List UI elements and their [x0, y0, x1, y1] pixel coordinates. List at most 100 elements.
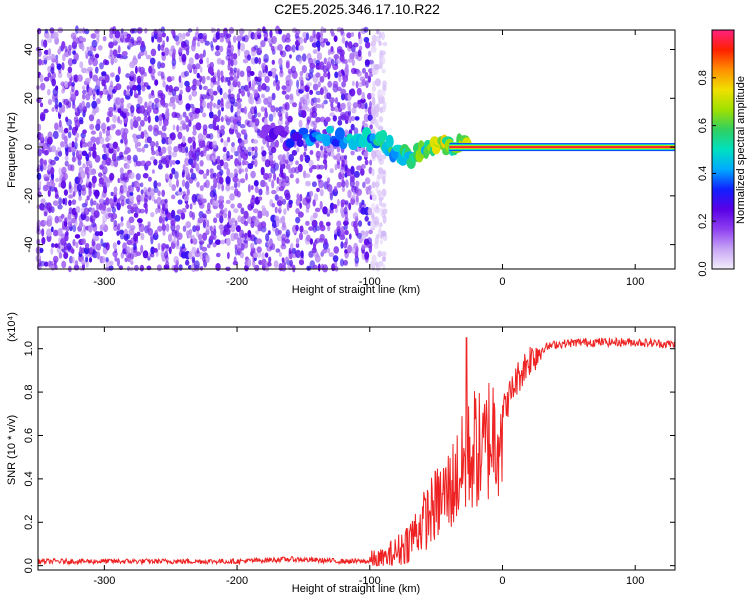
spectrogram-noise-cell: [87, 87, 94, 96]
spectrogram-noise-cell: [356, 188, 362, 196]
spectrogram-noise-cell: [330, 46, 334, 52]
spectrogram-signal-blob: [378, 130, 388, 142]
spectrogram-noise-cell: [133, 90, 137, 96]
spectrogram-noise-cell: [182, 32, 186, 40]
spectrogram-noise-cell: [212, 172, 217, 178]
spectrogram-noise-cell: [199, 75, 203, 83]
spectrogram-noise-cell: [43, 76, 50, 82]
spectrogram-noise-cell: [81, 238, 87, 245]
spectrogram-noise-cell: [264, 85, 270, 93]
spectrogram-noise-cell: [61, 260, 67, 269]
spectrogram-noise-cell: [284, 101, 290, 111]
spectrogram-noise-cell: [371, 190, 375, 198]
spectrogram-noise-cell: [173, 35, 180, 42]
spectrogram-noise-cell: [185, 259, 190, 266]
spectrogram-noise-cell: [288, 154, 295, 162]
spectrogram-noise-cell: [381, 31, 385, 41]
spectrogram-noise-cell: [133, 212, 139, 218]
spectrogram-noise-cell: [273, 162, 279, 171]
spectrogram-noise-cell: [264, 252, 269, 258]
spectrogram-noise-cell: [88, 224, 93, 233]
spectrogram-noise-cell: [236, 132, 241, 139]
spectrogram-noise-cell: [356, 70, 362, 77]
spectrogram-noise-cell: [123, 156, 128, 162]
spectrogram-noise-cell: [312, 49, 318, 54]
spectrogram-noise-cell: [140, 119, 145, 127]
spectrogram-noise-cell: [53, 229, 59, 237]
spectrogram-noise-cell: [116, 257, 120, 267]
spectrogram-noise-cell: [261, 93, 265, 99]
spectrogram-noise-cell: [125, 246, 131, 254]
spectrogram-noise-cell: [298, 232, 304, 241]
spectrogram-noise-cell: [362, 181, 366, 188]
spectrogram-noise-cell: [59, 175, 62, 184]
spectrogram-noise-cell: [347, 41, 353, 49]
spectrogram-noise-cell: [305, 220, 310, 226]
spectrogram-noise-cell: [381, 56, 386, 65]
spectrogram-noise-cell: [188, 94, 192, 101]
spectrogram-noise-cell: [295, 243, 300, 248]
spectrogram-noise-cell: [173, 86, 180, 92]
spectrogram-noise-cell: [349, 88, 356, 97]
spectrogram-noise-cell: [271, 92, 276, 101]
spectrogram-noise-cell: [218, 195, 225, 201]
spectrogram-noise-cell: [321, 102, 325, 109]
spectrogram-noise-cell: [61, 166, 67, 175]
spectrogram-noise-cell: [71, 156, 76, 163]
spectrogram-noise-cell: [157, 242, 161, 251]
spectrogram-noise-cell: [321, 248, 328, 254]
spectrogram-noise-cell: [240, 42, 245, 52]
spectrogram-noise-cell: [261, 150, 267, 157]
spectrogram-noise-cell: [58, 252, 63, 259]
spectrogram-noise-cell: [126, 204, 132, 210]
spectrogram-noise-cell: [201, 94, 207, 100]
spectrogram-noise-cell: [216, 28, 221, 34]
spectrogram-noise-cell: [289, 54, 292, 59]
spectrogram-noise-cell: [230, 44, 234, 53]
spectrogram-noise-cell: [381, 90, 386, 97]
spectrogram-noise-cell: [119, 229, 125, 235]
x-tick-label: -300: [93, 276, 115, 288]
spectrogram-noise-cell: [124, 257, 128, 263]
spectrogram-noise-cell: [229, 172, 234, 179]
spectrogram-noise-cell: [334, 260, 338, 267]
spectrogram-noise-cell: [198, 84, 203, 91]
x-tick-label: -100: [359, 276, 381, 288]
spectrogram-noise-cell: [225, 116, 231, 123]
spectrogram-noise-cell: [63, 172, 68, 181]
spectrogram-noise-cell: [144, 27, 148, 34]
spectrogram-noise-cell: [106, 207, 112, 213]
spectrogram-noise-cell: [129, 194, 135, 202]
spectrogram-noise-cell: [327, 71, 331, 80]
spectrogram-noise-cell: [220, 239, 226, 245]
spectrogram-noise-cell: [305, 96, 310, 106]
spectrogram-noise-cell: [150, 246, 155, 255]
spectrogram-noise-cell: [126, 85, 130, 91]
spectrogram-noise-cell: [292, 102, 297, 108]
spectrogram-noise-cell: [221, 106, 224, 112]
spectrogram-noise-cell: [133, 242, 137, 251]
spectrogram-noise-cell: [254, 186, 259, 194]
spectrogram-noise-cell: [230, 146, 236, 153]
spectrogram-noise-cell: [150, 212, 155, 218]
spectrogram-noise-cell: [188, 57, 194, 65]
spectrogram-noise-cell: [47, 72, 52, 78]
spectrogram-noise-cell: [275, 107, 279, 113]
spectrogram-noise-cell: [128, 216, 135, 224]
spectrogram-noise-cell: [122, 108, 129, 113]
spectrogram-noise-cell: [206, 75, 211, 81]
spectrogram-noise-cell: [237, 40, 241, 50]
spectrogram-noise-cell: [46, 35, 53, 44]
spectrogram-noise-cell: [319, 188, 324, 197]
spectrogram-noise-cell: [178, 36, 184, 44]
spectrogram-noise-cell: [194, 107, 201, 114]
spectrogram-noise-cell: [253, 180, 259, 187]
spectrogram-noise-cell: [289, 173, 294, 179]
spectrogram-noise-cell: [217, 69, 221, 78]
spectrogram-noise-cell: [112, 141, 119, 149]
spectrogram-noise-cell: [213, 217, 218, 224]
spectrogram-noise-cell: [86, 46, 90, 51]
spectrogram-noise-cell: [357, 155, 362, 161]
spectrogram-noise-cell: [157, 130, 163, 136]
spectrogram-noise-cell: [46, 181, 51, 188]
